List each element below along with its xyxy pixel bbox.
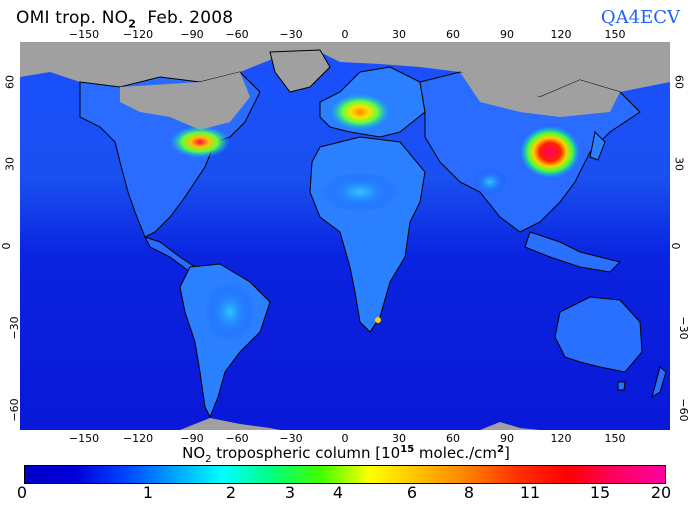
colorbar [24, 465, 666, 484]
longitude-tick-label: 90 [500, 432, 514, 445]
longitude-tick-label: −120 [122, 28, 154, 41]
colorbar-tick-label: 8 [463, 483, 475, 502]
longitude-tick-label: −30 [279, 432, 303, 445]
longitude-tick-label: −30 [279, 28, 303, 41]
longitude-tick-label: −90 [180, 28, 204, 41]
latitude-tick-label: 30 [672, 157, 686, 171]
longitude-tick-label: −150 [68, 432, 100, 445]
latitude-tick-label: −30 [677, 316, 691, 340]
longitude-tick-label: 0 [341, 432, 349, 445]
colorbar-tick-label: 15 [589, 483, 611, 502]
map-title: OMI trop. NO2 Feb. 2008 [16, 8, 234, 31]
colorbar-tick-label: 1 [142, 483, 154, 502]
longitude-tick-label: 120 [550, 28, 572, 41]
longitude-tick-label: −150 [68, 28, 100, 41]
latitude-tick-label: 0 [669, 242, 682, 250]
no2-world-map [20, 42, 670, 430]
colorbar-tick-label: 20 [650, 483, 672, 502]
colorbar-label: NO2 tropospheric column [1015 molec./cm2… [182, 444, 510, 465]
longitude-tick-label: 30 [392, 432, 406, 445]
longitude-tick-label: 90 [500, 28, 514, 41]
longitude-tick-label: −60 [225, 28, 249, 41]
longitude-tick-label: −90 [180, 432, 204, 445]
longitude-tick-label: 60 [446, 432, 460, 445]
colorbar-tick-label: 0 [16, 483, 28, 502]
longitude-tick-label: −60 [225, 432, 249, 445]
latitude-tick-label: 0 [0, 242, 13, 250]
colorbar-tick-label: 4 [332, 483, 344, 502]
colorbar-tick-label: 2 [225, 483, 237, 502]
longitude-tick-label: 120 [550, 432, 572, 445]
longitude-tick-label: 60 [446, 28, 460, 41]
latitude-tick-label: 60 [3, 75, 17, 89]
colorbar-tick-label: 6 [406, 483, 418, 502]
latitude-tick-label: 30 [3, 157, 17, 171]
longitude-tick-label: 150 [604, 432, 626, 445]
longitude-tick-label: −120 [122, 432, 154, 445]
longitude-tick-label: 150 [604, 28, 626, 41]
colorbar-tick-label: 11 [519, 483, 541, 502]
longitude-tick-label: 0 [341, 28, 349, 41]
latitude-tick-label: 60 [672, 75, 686, 89]
brand-label: QA4ECV [600, 7, 680, 28]
latitude-tick-label: −60 [677, 398, 691, 422]
colorbar-tick-label: 3 [284, 483, 296, 502]
longitude-tick-label: 30 [392, 28, 406, 41]
